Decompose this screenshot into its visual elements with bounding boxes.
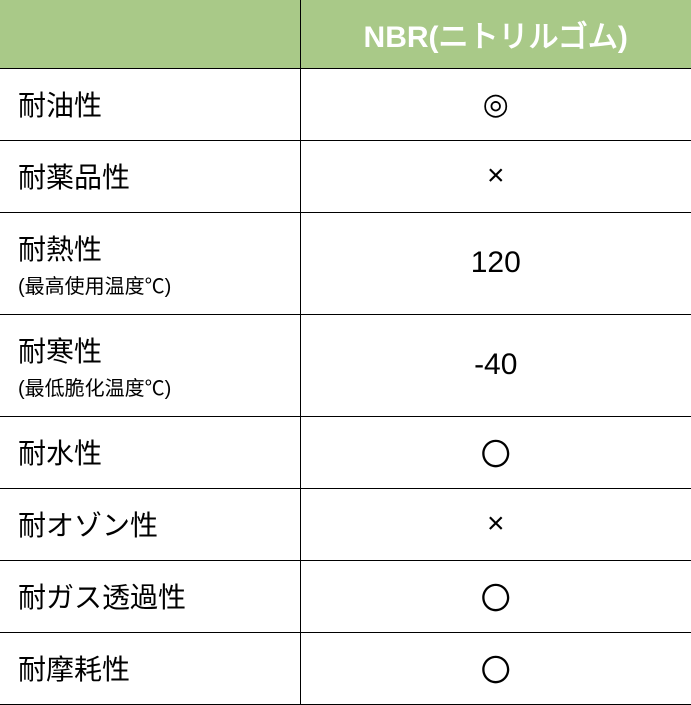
row-label: 耐摩耗性 bbox=[0, 632, 300, 704]
table-row: 耐寒性 (最低脆化温度℃) -40 bbox=[0, 314, 691, 416]
row-value: × bbox=[300, 140, 691, 212]
row-label: 耐寒性 (最低脆化温度℃) bbox=[0, 314, 300, 416]
row-value: -40 bbox=[300, 314, 691, 416]
row-value: × bbox=[300, 488, 691, 560]
table-row: 耐ガス透過性 〇 bbox=[0, 560, 691, 632]
row-value: 〇 bbox=[300, 632, 691, 704]
row-label-sub: (最低脆化温度℃) bbox=[18, 372, 282, 401]
row-label: 耐オゾン性 bbox=[0, 488, 300, 560]
column-header: NBR(ニトリルゴム) bbox=[300, 0, 691, 68]
header-empty-cell bbox=[0, 0, 300, 68]
row-label: 耐熱性 (最高使用温度℃) bbox=[0, 212, 300, 314]
table-row: 耐水性 〇 bbox=[0, 416, 691, 488]
row-value: 〇 bbox=[300, 560, 691, 632]
row-label: 耐油性 bbox=[0, 68, 300, 140]
table-row: 耐薬品性 × bbox=[0, 140, 691, 212]
table-row: 耐油性 ◎ bbox=[0, 68, 691, 140]
row-label: 耐ガス透過性 bbox=[0, 560, 300, 632]
row-label-main: 耐熱性 bbox=[18, 234, 102, 265]
row-label: 耐水性 bbox=[0, 416, 300, 488]
header-row: NBR(ニトリルゴム) bbox=[0, 0, 691, 68]
row-label-sub: (最高使用温度℃) bbox=[18, 270, 282, 299]
row-label-main: 耐寒性 bbox=[18, 336, 102, 367]
table-row: 耐熱性 (最高使用温度℃) 120 bbox=[0, 212, 691, 314]
row-value: 120 bbox=[300, 212, 691, 314]
table-row: 耐オゾン性 × bbox=[0, 488, 691, 560]
row-value: ◎ bbox=[300, 68, 691, 140]
properties-table-wrap: NBR(ニトリルゴム) 耐油性 ◎ 耐薬品性 × 耐熱性 (最高使用温度℃) 1… bbox=[0, 0, 691, 705]
row-value: 〇 bbox=[300, 416, 691, 488]
properties-table: NBR(ニトリルゴム) 耐油性 ◎ 耐薬品性 × 耐熱性 (最高使用温度℃) 1… bbox=[0, 0, 691, 705]
table-row: 耐摩耗性 〇 bbox=[0, 632, 691, 704]
row-label: 耐薬品性 bbox=[0, 140, 300, 212]
